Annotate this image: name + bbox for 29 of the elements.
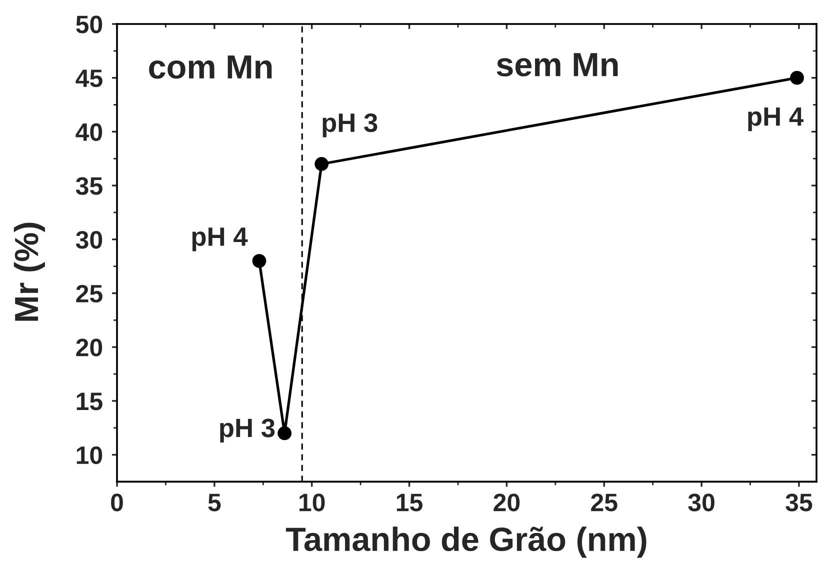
y-tick-label: 35 (76, 177, 102, 195)
x-axis-title: Tamanho de Grão (nm) (286, 526, 646, 558)
x-tick-label: 15 (396, 494, 422, 512)
x-tick-label: 10 (300, 494, 325, 512)
x-tick-label: 20 (494, 494, 520, 512)
annotation: pH 4 (748, 108, 804, 132)
annotation: com Mn (149, 55, 272, 79)
y-tick-label: 25 (76, 284, 102, 303)
y-tick-label: 40 (76, 123, 102, 141)
y-tick-label: 50 (76, 16, 102, 34)
y-tick-label: 45 (76, 70, 102, 88)
point (252, 254, 266, 268)
y-tick-label: 20 (76, 338, 102, 356)
x-tick-label: 5 (208, 494, 221, 512)
x-tick-label: 0 (111, 494, 123, 512)
x-tick-label: 25 (591, 494, 618, 512)
annotation: sem Mn (496, 53, 618, 76)
annotation: pH 3 (220, 418, 275, 443)
point (278, 426, 292, 440)
y-axis-title: Mr (%) (14, 222, 45, 321)
y-tick-label: 15 (76, 392, 102, 410)
annotation: pH 4 (192, 228, 248, 252)
x-tick-label: 35 (786, 494, 812, 512)
y-tick-label: 10 (76, 446, 102, 464)
point (790, 70, 804, 85)
y-tick-label: 30 (76, 230, 102, 249)
point (314, 157, 329, 171)
annotation: pH 3 (322, 113, 378, 138)
x-tick-label: 30 (688, 494, 714, 512)
